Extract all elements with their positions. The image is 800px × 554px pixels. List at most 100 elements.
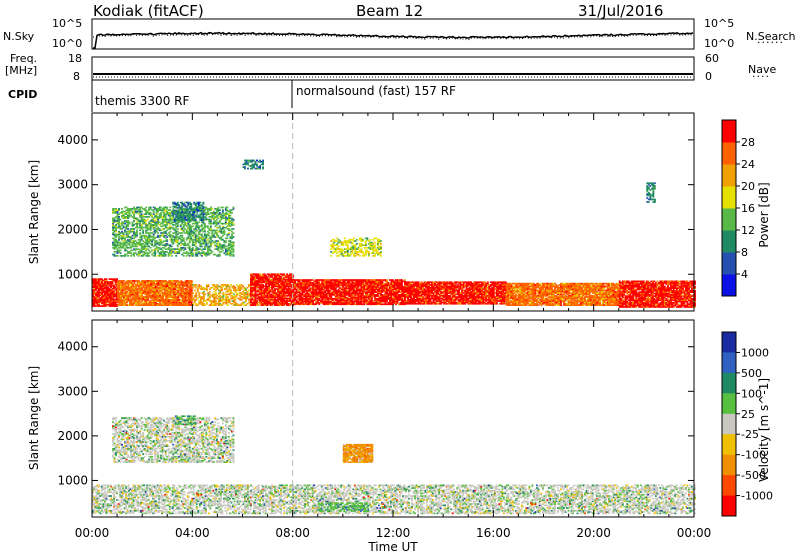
colorbar-swatch-6: [722, 454, 736, 476]
nsky-label: N.Sky: [3, 30, 35, 43]
data-band-2: [192, 284, 252, 306]
colorbar-tick-label-6: -500: [741, 469, 766, 482]
colorbar-swatch-5: [722, 164, 736, 187]
colorbar-tick-label-2: 100: [741, 387, 762, 400]
nave-legend-dots: ····: [752, 70, 770, 83]
colorbar-tick-label-5: 24: [741, 158, 755, 171]
colorbar-swatch-0: [722, 274, 736, 297]
power-colorbar: 4 8 12 16 20 24 28: [721, 119, 755, 297]
nsky-tick-top: 10^5: [52, 17, 83, 30]
colorbar-swatch-2: [722, 372, 736, 394]
xtick-label-0: 00:00: [75, 526, 110, 540]
velocity-ylabel: Slant Range [km]: [27, 366, 41, 470]
xtick-label-2: 08:00: [275, 526, 310, 540]
colorbar-swatch-7: [722, 120, 736, 143]
station-title: Kodiak (fitACF): [93, 2, 204, 20]
colorbar-tick-label-7: -1000: [741, 490, 773, 503]
colorbar-swatch-3: [722, 393, 736, 415]
power-ylabel: Slant Range [km]: [27, 160, 41, 264]
colorbar-frame: [721, 331, 737, 517]
xtick-label-5: 20:00: [576, 526, 611, 540]
nave-label: Nave: [748, 63, 777, 76]
data-band-9: [172, 201, 205, 221]
ytick-label-2: 3000: [57, 384, 88, 398]
xtick-label-6: 00:00: [677, 526, 712, 540]
data-band-4: [292, 279, 406, 306]
data-band-0: [92, 484, 696, 515]
nsky-tick-bottom: 10^0: [52, 37, 83, 50]
nave-tick-bottom: 0: [705, 70, 712, 83]
data-band-0: [92, 278, 118, 307]
colorbar-swatch-2: [722, 230, 736, 253]
freq-tick-bottom: 8: [73, 70, 80, 83]
cpid-segment-themis: themis 3300 RF: [95, 94, 190, 108]
ytick-label-2: 3000: [57, 178, 88, 192]
colorbar-tick-label-4: -25: [741, 428, 759, 441]
nsearch-label: N.Search: [746, 30, 796, 43]
data-cells: [92, 415, 696, 515]
velocity-colorbar: 1000 500 100 25 -25 -100 -500 -1000: [721, 331, 773, 517]
time-axis-label: Time UT: [367, 540, 418, 554]
colorbar-swatch-0: [722, 332, 736, 353]
nsearch-tick-bottom: 10^0: [704, 37, 735, 50]
data-band-6: [505, 282, 621, 306]
data-band-1: [112, 417, 235, 463]
ytick-label-3: 4000: [57, 340, 88, 354]
data-band-4: [317, 502, 370, 512]
xtick-label-3: 12:00: [376, 526, 411, 540]
colorbar-swatch-5: [722, 434, 736, 456]
colorbar-tick-label-5: -100: [741, 449, 766, 462]
velocity-panel: 1000 2000 3000 4000: [57, 319, 696, 518]
colorbar-tick-label-4: 20: [741, 180, 755, 193]
colorbar-tick-label-6: 28: [741, 136, 755, 149]
colorbar-tick-label-1: 500: [741, 367, 762, 380]
colorbar-swatch-8: [722, 495, 736, 517]
time-axis: 00:00 04:00 08:00 12:00 16:00 20:00 00:00: [75, 526, 712, 540]
data-band-5: [405, 281, 507, 305]
nsky-trace: [93, 31, 694, 49]
data-cells: [92, 159, 696, 308]
ytick-label-0: 1000: [57, 267, 88, 281]
colorbar-swatch-4: [722, 413, 736, 435]
date-title: 31/Jul/2016: [578, 2, 664, 20]
cpid-segment-normalsound: normalsound (fast) 157 RF: [296, 84, 456, 98]
velocity-colorbar-label: Velocity [m s^-1]: [757, 378, 771, 482]
colorbar-swatch-6: [722, 142, 736, 165]
freq-tick-top: 18: [68, 52, 82, 65]
colorbar-tick-label-2: 12: [741, 224, 755, 237]
data-band-1: [117, 280, 193, 306]
nsearch-legend-dots: ······: [757, 36, 784, 49]
data-band-2: [174, 415, 197, 426]
nsearch-tick-top: 10^5: [704, 17, 735, 30]
colorbar-swatch-3: [722, 208, 736, 231]
nsky-panel: [91, 18, 695, 50]
beam-title: Beam 12: [356, 2, 424, 20]
nave-tick-top: 60: [705, 52, 719, 65]
ytick-label-3: 4000: [57, 133, 88, 147]
data-band-7: [618, 280, 696, 308]
freq-panel: [91, 56, 695, 81]
colorbar-tick-label-3: 16: [741, 202, 755, 215]
colorbar-swatch-4: [722, 186, 736, 209]
colorbar-swatch-1: [722, 252, 736, 275]
freq-unit-label: [MHz]: [5, 64, 38, 77]
xtick-label-4: 16:00: [476, 526, 511, 540]
data-band-11: [330, 237, 382, 257]
data-band-8: [112, 206, 235, 257]
colorbar-swatch-7: [722, 475, 736, 496]
colorbar-swatch-1: [722, 352, 736, 374]
colorbar-tick-label-0: 1000: [741, 346, 769, 359]
ytick-label-1: 2000: [57, 222, 88, 236]
cpid-label: CPID: [8, 88, 38, 101]
data-band-3: [250, 273, 295, 306]
power-colorbar-label: Power [dB]: [757, 182, 771, 247]
colorbar-tick-label-3: 25: [741, 408, 755, 421]
colorbar-tick-label-1: 8: [741, 246, 748, 259]
power-panel: 1000 2000 3000 4000: [57, 112, 696, 312]
data-band-3: [342, 443, 374, 463]
freq-label: Freq.: [10, 52, 38, 65]
data-band-10: [242, 159, 264, 170]
nsearch-trace: [92, 32, 694, 41]
ytick-label-1: 2000: [57, 429, 88, 443]
